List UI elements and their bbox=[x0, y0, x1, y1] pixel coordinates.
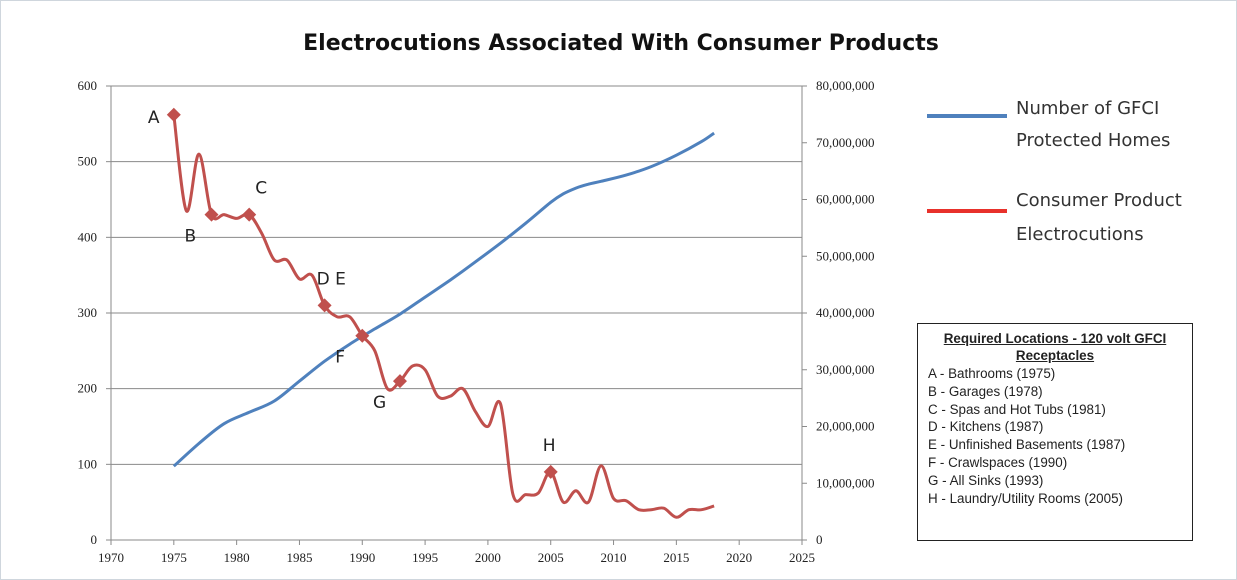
legend-label: Consumer Product bbox=[1016, 190, 1182, 211]
legend-label: Protected Homes bbox=[1016, 130, 1170, 151]
left-tick-label: 300 bbox=[78, 305, 98, 320]
marker-diamond bbox=[204, 207, 219, 222]
x-tick-label: 2010 bbox=[601, 550, 627, 565]
marker-diamond bbox=[543, 464, 558, 479]
marker-diamond bbox=[392, 374, 407, 389]
marker-diamond bbox=[355, 328, 370, 343]
left-tick-label: 200 bbox=[78, 381, 98, 396]
x-tick-label: 2015 bbox=[663, 550, 689, 565]
marker-label: B bbox=[185, 227, 197, 247]
location-item: F - Crawlspaces (1990) bbox=[928, 454, 1068, 470]
right-tick-label: 60,000,000 bbox=[816, 192, 875, 207]
location-item: B - Garages (1978) bbox=[928, 383, 1043, 399]
right-tick-label: 80,000,000 bbox=[816, 78, 875, 93]
required-locations-list: A - Bathrooms (1975) B - Garages (1978) C … bbox=[928, 365, 1192, 507]
marker-label: G bbox=[373, 393, 386, 413]
marker-diamond bbox=[317, 298, 332, 313]
right-tick-label: 70,000,000 bbox=[816, 135, 875, 150]
left-tick-label: 100 bbox=[78, 456, 98, 471]
marker-label: D E bbox=[317, 269, 346, 289]
marker-diamond bbox=[166, 107, 181, 122]
marker-label: H bbox=[543, 436, 556, 456]
left-tick-label: 400 bbox=[78, 229, 98, 244]
x-tick-label: 1980 bbox=[224, 550, 250, 565]
location-item: E - Unfinished Basements (1987) bbox=[928, 437, 1126, 453]
x-tick-label: 1975 bbox=[161, 550, 187, 565]
x-tick-label: 2020 bbox=[726, 550, 752, 565]
right-tick-label: 30,000,000 bbox=[816, 362, 875, 377]
right-tick-label: 50,000,000 bbox=[816, 248, 875, 263]
location-item: C - Spas and Hot Tubs (1981) bbox=[928, 401, 1106, 417]
x-tick-label: 2000 bbox=[475, 550, 501, 565]
right-tick-label: 10,000,000 bbox=[816, 475, 875, 490]
x-tick-label: 2025 bbox=[789, 550, 815, 565]
left-tick-label: 600 bbox=[78, 78, 98, 93]
right-tick-label: 0 bbox=[816, 532, 823, 547]
marker-diamond bbox=[242, 207, 257, 222]
electrocutions-line bbox=[172, 114, 715, 519]
location-item: G - All Sinks (1993) bbox=[928, 472, 1044, 488]
x-tick-label: 1970 bbox=[98, 550, 124, 565]
right-tick-label: 20,000,000 bbox=[816, 419, 875, 434]
marker-label: C bbox=[255, 179, 267, 199]
marker-label: A bbox=[148, 108, 160, 128]
location-item: H - Laundry/Utility Rooms (2005) bbox=[928, 490, 1123, 506]
x-tick-label: 2005 bbox=[538, 550, 564, 565]
x-tick-label: 1990 bbox=[349, 550, 375, 565]
location-item: D - Kitchens (1987) bbox=[928, 419, 1044, 435]
required-locations-title: Required Locations - 120 volt GFCI Recep… bbox=[943, 331, 1167, 363]
left-tick-label: 500 bbox=[78, 154, 98, 169]
location-item: A - Bathrooms (1975) bbox=[928, 366, 1056, 381]
chart-title: Electrocutions Associated With Consumer … bbox=[303, 31, 939, 56]
x-tick-label: 1995 bbox=[412, 550, 438, 565]
left-tick-label: 0 bbox=[91, 532, 98, 547]
marker-label: F bbox=[335, 348, 345, 368]
required-locations-box: Required Locations - 120 volt GFCI Recep… bbox=[917, 323, 1193, 541]
right-tick-label: 40,000,000 bbox=[816, 305, 875, 320]
x-tick-label: 1985 bbox=[286, 550, 312, 565]
legend-label: Number of GFCI bbox=[1016, 98, 1159, 119]
gfci-homes-line bbox=[172, 131, 715, 468]
legend-label: Electrocutions bbox=[1016, 224, 1144, 245]
